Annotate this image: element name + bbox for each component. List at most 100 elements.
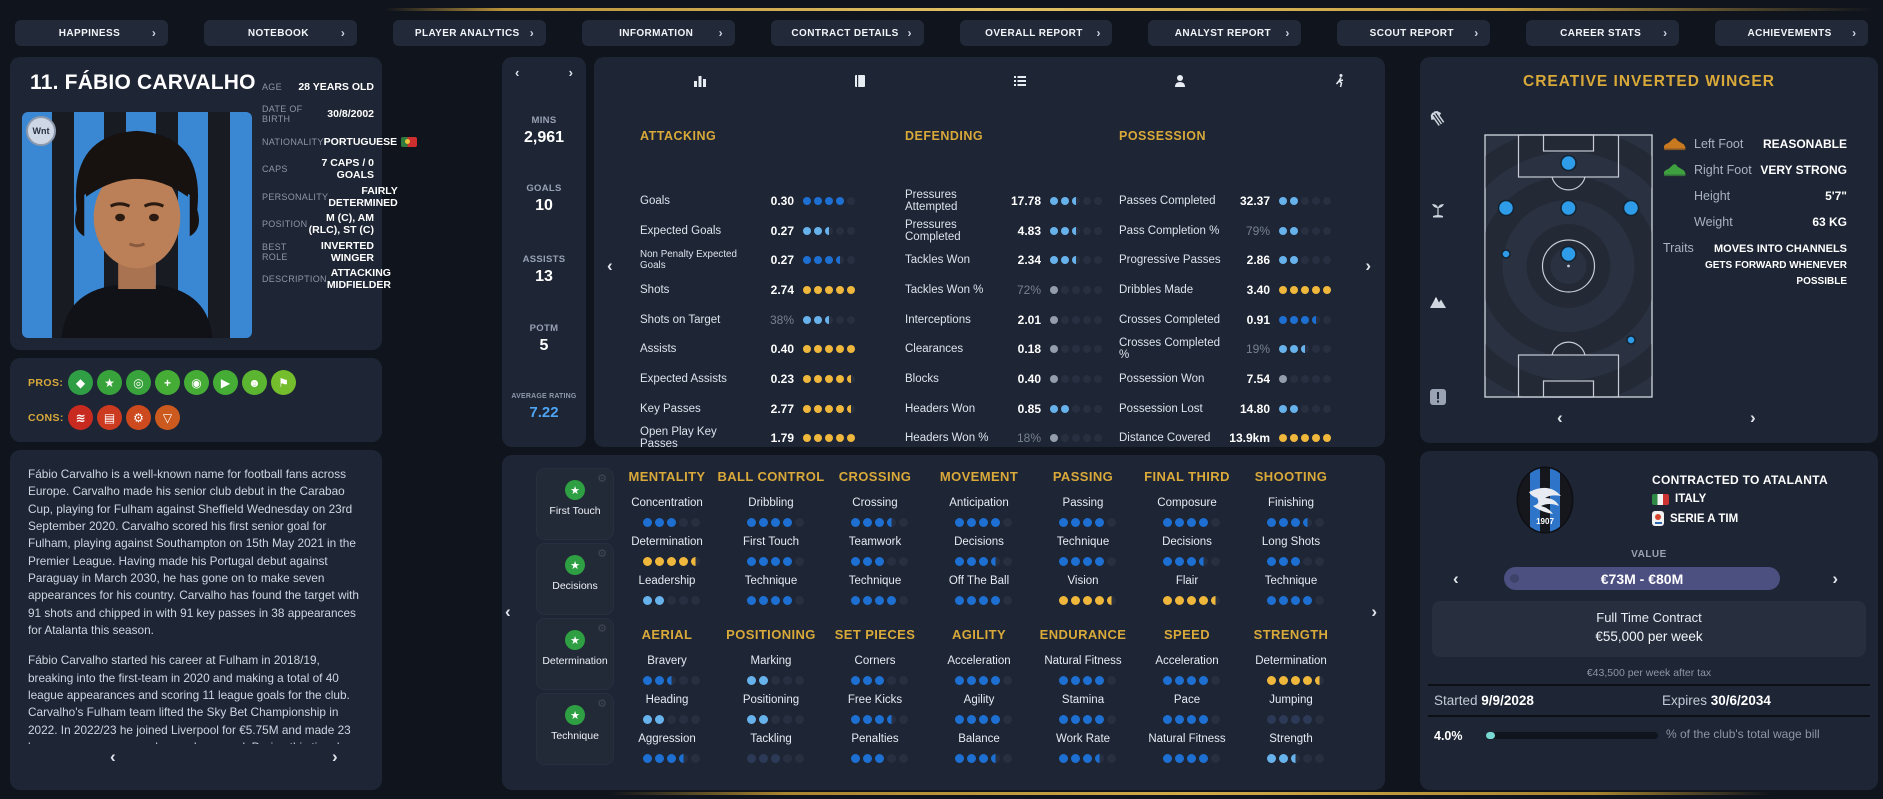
alert-icon[interactable] <box>1428 387 1450 409</box>
stats-prev-arrow[interactable]: ‹ <box>607 256 613 275</box>
rating-dots <box>747 516 804 529</box>
stat-value: 0.18 <box>1017 342 1041 357</box>
rating-dots <box>643 752 700 765</box>
attribute-group-ball-control: BALL CONTROL Dribbling First Touch Techniqu… <box>716 469 826 614</box>
key-attribute-decisions[interactable]: ⚙ ★ Decisions <box>536 543 614 615</box>
tab-scout-report[interactable]: SCOUT REPORT › <box>1337 20 1491 46</box>
tab-information[interactable]: INFORMATION › <box>581 20 735 46</box>
stat-value: 1.79 <box>770 431 794 446</box>
tab-career-stats[interactable]: CAREER STATS › <box>1526 20 1680 46</box>
key-attribute-technique[interactable]: ⚙ ★ Technique <box>536 693 614 765</box>
con-discipline-icon: ▤ <box>97 405 122 430</box>
rating-dots <box>1163 594 1220 607</box>
tab-label: ACHIEVEMENTS <box>1747 27 1832 39</box>
tab-label: HAPPINESS <box>58 27 121 39</box>
cons-label: CONS: <box>28 411 64 424</box>
rating-dots <box>1279 285 1331 294</box>
role-next-arrow[interactable]: › <box>1750 408 1756 427</box>
list-icon[interactable] <box>1000 69 1040 93</box>
average-rating: AVERAGE RATING 7.22 <box>511 393 577 421</box>
position-dot-ml <box>1501 249 1511 259</box>
wage-bill-bar-fill <box>1486 732 1495 739</box>
rating-dots <box>1163 555 1220 568</box>
stats-panel: ATTACKING Goals 0.30 Expected Goals 0.27 Non … <box>594 57 1385 450</box>
rating-dots <box>1279 345 1331 354</box>
attribute-group-mentality: MENTALITY Concentration Determination Leade… <box>612 469 722 614</box>
gear-icon[interactable]: ⚙ <box>597 698 607 710</box>
tab-contract-details[interactable]: CONTRACT DETAILS › <box>770 20 924 46</box>
tab-player-analytics[interactable]: PLAYER ANALYTICS › <box>392 20 546 46</box>
physical-icon[interactable] <box>1320 69 1360 93</box>
plant-icon[interactable] <box>1428 199 1450 221</box>
rating-dots <box>851 516 908 529</box>
rating-dots <box>1267 713 1324 726</box>
rating-dots <box>1267 674 1324 687</box>
key-attribute-determination[interactable]: ⚙ ★ Determination <box>536 618 614 690</box>
rating-dots <box>851 555 908 568</box>
stats-column-possession: POSSESSION Passes Completed 32.37 Pass Comp… <box>1119 129 1331 453</box>
gear-icon[interactable]: ⚙ <box>597 623 607 635</box>
jersey-icon[interactable] <box>1428 109 1450 131</box>
stat-row-pressures-completed: Pressures Completed 4.83 <box>905 216 1102 246</box>
rating-dots <box>1059 555 1116 568</box>
stat-value: 18% <box>1016 431 1041 446</box>
stat-row-tackles-won: Tackles Won 2.34 <box>905 245 1102 275</box>
transfer-value-slider[interactable]: €73M - €80M <box>1504 567 1780 590</box>
stats-next-arrow[interactable]: › <box>1365 256 1371 275</box>
value-next-arrow[interactable]: › <box>1832 569 1838 588</box>
con-flask-icon: ▽ <box>155 405 180 430</box>
rating-dots <box>643 713 700 726</box>
info-row-personality: PERSONALITY FAIRLY DETERMINED <box>262 184 398 209</box>
summary-next-arrow[interactable]: › <box>568 65 573 80</box>
rating-dots <box>851 752 908 765</box>
stat-value: 14.80 <box>1239 401 1270 416</box>
attributes-next-arrow[interactable]: › <box>1371 602 1377 621</box>
tab-overall-report[interactable]: OVERALL REPORT › <box>959 20 1113 46</box>
summary-prev-arrow[interactable]: ‹ <box>515 65 520 80</box>
chevron-right-icon: › <box>907 26 912 40</box>
role-details: Left Foot REASONABLE Right Foot VERY STRONG… <box>1663 137 1847 289</box>
divider <box>1428 684 1870 686</box>
gold-divider-bottom <box>610 792 1770 795</box>
attributes-prev-arrow[interactable]: ‹ <box>505 602 511 621</box>
rating-dots <box>747 594 804 607</box>
tab-notebook[interactable]: NOTEBOOK › <box>203 20 357 46</box>
stat-value: 0.40 <box>1017 371 1041 386</box>
rating-dots <box>1059 594 1116 607</box>
value-prev-arrow[interactable]: ‹ <box>1453 569 1459 588</box>
notebook-icon[interactable] <box>840 69 880 93</box>
info-row-age: AGE 28 YEARS OLD <box>262 80 374 93</box>
rating-dots <box>1050 196 1102 205</box>
tab-analyst-report[interactable]: ANALYST REPORT › <box>1148 20 1302 46</box>
tab-achievements[interactable]: ACHIEVEMENTS › <box>1715 20 1869 46</box>
bar-chart-icon[interactable] <box>680 69 720 93</box>
gear-icon[interactable]: ⚙ <box>597 548 607 560</box>
stat-value: 2.74 <box>770 282 794 297</box>
stats-column-title: ATTACKING <box>640 129 717 143</box>
rating-dots <box>1279 404 1331 413</box>
attribute-group-set-pieces: SET PIECES Corners Free Kicks Penalties <box>820 627 930 772</box>
rating-dots <box>1050 345 1102 354</box>
rating-dots <box>803 345 855 354</box>
rating-dots <box>1279 374 1331 383</box>
stats-column-title: POSSESSION <box>1119 129 1206 143</box>
role-prev-arrow[interactable]: ‹ <box>1557 408 1563 427</box>
slider-handle[interactable] <box>1510 574 1519 583</box>
tab-happiness[interactable]: HAPPINESS › <box>15 20 168 46</box>
rating-dots <box>643 516 700 529</box>
bio-next-arrow[interactable]: › <box>332 747 338 766</box>
mountain-icon[interactable] <box>1428 292 1450 314</box>
chevron-right-icon: › <box>1474 26 1479 40</box>
bio-prev-arrow[interactable]: ‹ <box>110 747 116 766</box>
svg-text:1907: 1907 <box>1536 517 1554 526</box>
stat-row-shots-on-target: Shots on Target 38% <box>640 305 855 335</box>
rating-dots <box>803 315 855 324</box>
profile-icon[interactable] <box>1160 69 1200 93</box>
stat-value: 0.30 <box>770 193 794 208</box>
stat-row-assists: Assists 0.40 <box>640 334 855 364</box>
biography-text: Fábio Carvalho is a well-known name for … <box>28 466 366 744</box>
stat-row-crosses-completed: Crosses Completed % 19% <box>1119 334 1331 364</box>
key-attribute-first-touch[interactable]: ⚙ ★ First Touch <box>536 468 614 540</box>
gear-icon[interactable]: ⚙ <box>597 473 607 485</box>
